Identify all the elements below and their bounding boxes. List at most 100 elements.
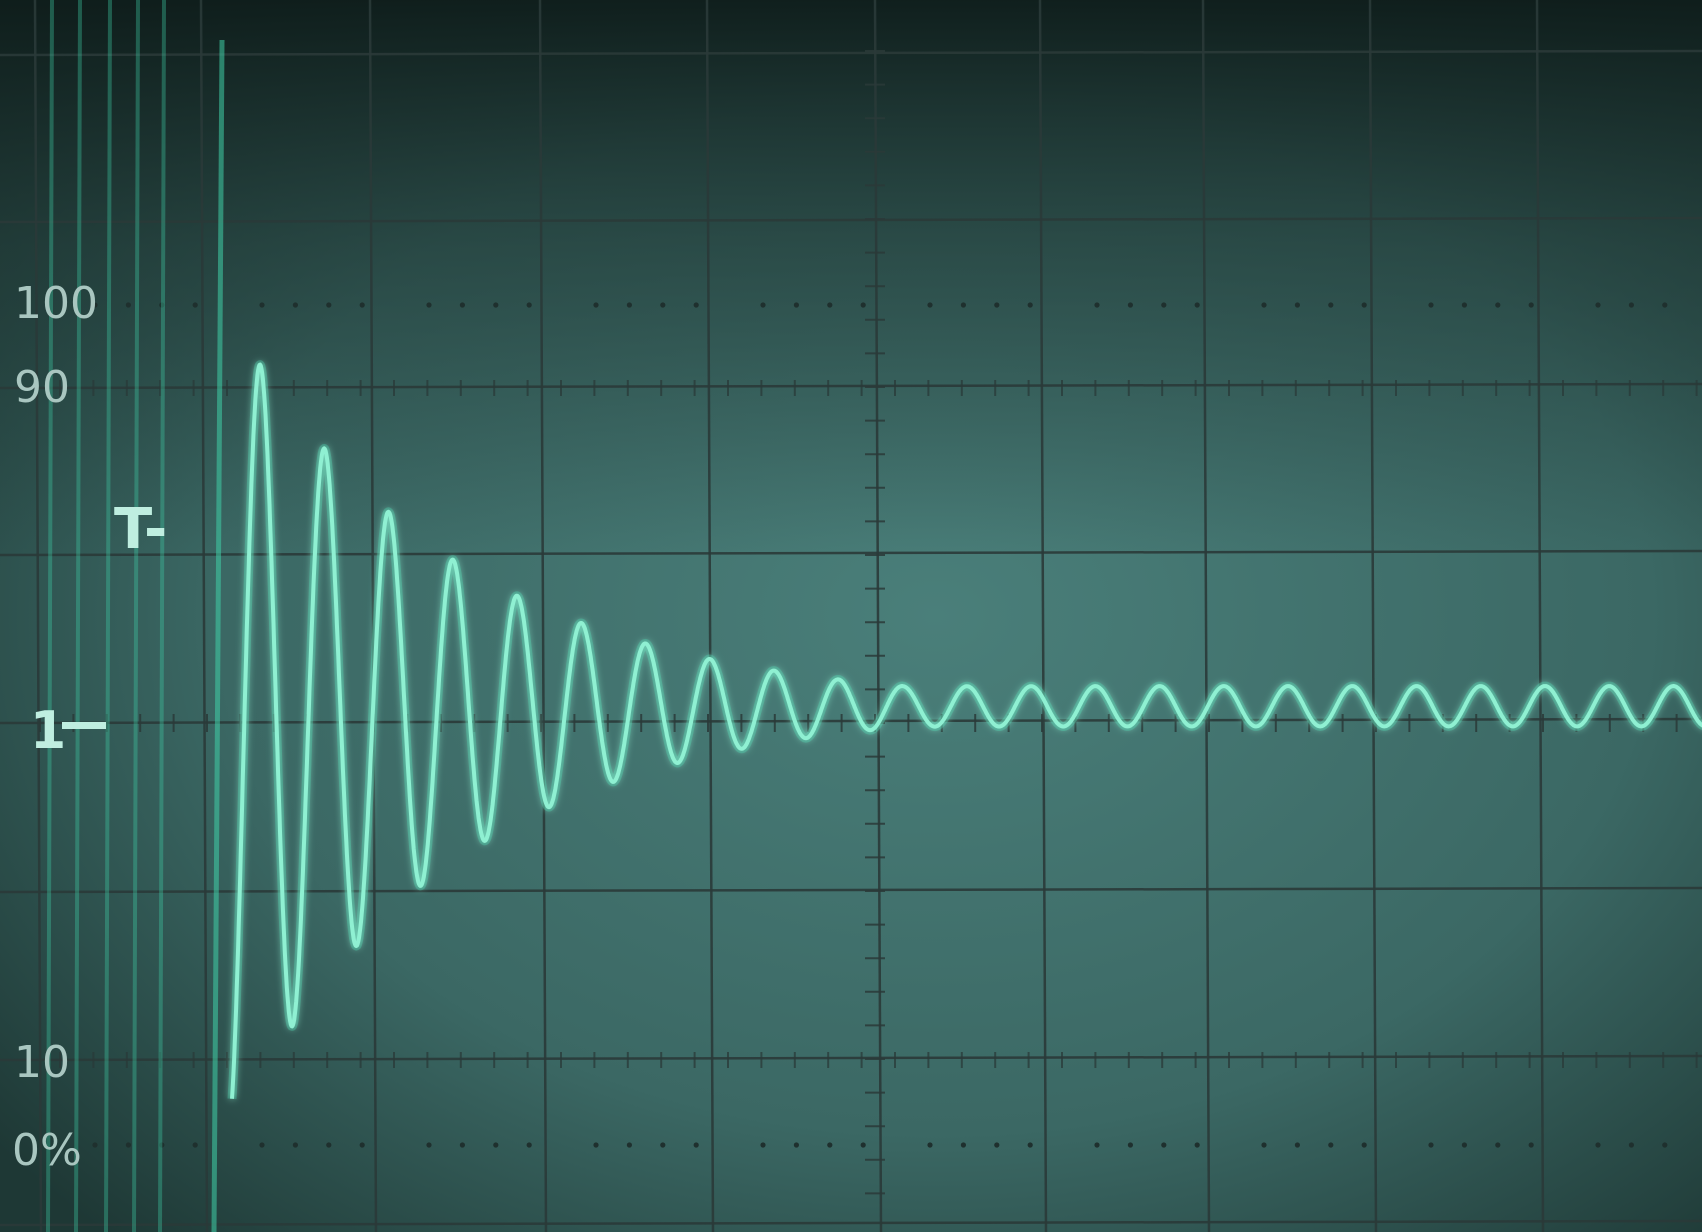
grid-vertical-line	[1368, 0, 1378, 1232]
graticule-dot	[860, 1142, 866, 1148]
graticule-dot	[326, 302, 332, 308]
graticule-dot	[493, 302, 499, 308]
graticule-dot	[693, 1142, 699, 1148]
grid-vertical-line	[33, 0, 43, 1232]
retrace-line	[104, 0, 112, 1232]
grid-horizontal-line	[0, 1054, 1702, 1062]
graticule-dot	[159, 1142, 165, 1148]
graticule-dot	[660, 1142, 666, 1148]
graticule-dot	[760, 302, 766, 308]
graticule-dot	[526, 1142, 532, 1148]
grid-vertical-line	[368, 0, 378, 1232]
graticule-dot	[459, 1142, 465, 1148]
grid-vertical-line	[1535, 0, 1545, 1232]
graticule-dot	[827, 1142, 833, 1148]
graticule-dot	[1261, 302, 1267, 308]
graticule-dot	[1127, 302, 1133, 308]
graticule-dot	[1194, 1142, 1200, 1148]
graticule-dot	[760, 1142, 766, 1148]
graticule-dot	[526, 302, 532, 308]
graticule-dot	[1528, 1142, 1534, 1148]
graticule-dot	[1094, 1142, 1100, 1148]
graticule-dot	[92, 1142, 98, 1148]
graticule-dot	[626, 1142, 633, 1148]
graticule-dot	[793, 302, 800, 308]
graticule-dot	[1261, 1142, 1267, 1148]
graticule-dot	[860, 302, 866, 308]
graticule-dot	[292, 302, 298, 308]
graticule-dot	[459, 302, 465, 308]
graticule-dot	[1161, 302, 1167, 308]
retrace-line	[46, 0, 54, 1232]
graticule-dot	[1662, 1142, 1668, 1148]
graticule-dot	[125, 1142, 131, 1148]
graticule-dot	[1361, 1142, 1367, 1148]
grid-vertical-line	[1201, 0, 1211, 1232]
graticule-dot	[1194, 302, 1200, 308]
graticule-dot	[292, 1142, 298, 1148]
graticule-dot	[593, 1142, 599, 1148]
graticule-dot	[994, 302, 1000, 308]
grid-horizontal-line	[0, 1219, 1702, 1227]
graticule-dot	[927, 302, 933, 308]
graticule-dot	[1662, 302, 1668, 308]
retrace-line	[211, 39, 225, 1232]
graticule-dot	[793, 1142, 800, 1148]
graticule-dot	[326, 1142, 332, 1148]
grid-vertical-line	[873, 0, 883, 1232]
graticule-dots	[92, 302, 1668, 1148]
graticule-dot	[426, 1142, 432, 1148]
graticule-dot	[1027, 302, 1033, 308]
graticule-dot	[593, 302, 599, 308]
graticule-dot	[1461, 1142, 1467, 1148]
marker-0-label: 0%	[12, 1125, 82, 1176]
graticule-dot	[359, 1142, 365, 1148]
retrace-line	[74, 0, 82, 1232]
marker-10-label: 10	[14, 1037, 70, 1088]
channel-1-marker-dash	[62, 722, 106, 729]
graticule-dot	[1495, 1142, 1501, 1148]
graticule-dot	[125, 302, 131, 308]
graticule-dot	[1428, 302, 1434, 308]
grid-horizontal-line	[0, 216, 1702, 224]
graticule-dot	[1528, 302, 1534, 308]
waveform-trace	[230, 362, 1702, 1099]
graticule-dot	[1361, 302, 1367, 308]
graticule-dot	[1161, 1142, 1167, 1148]
retrace-line	[132, 0, 140, 1232]
trigger-marker: T-	[114, 497, 167, 562]
graticule-dot	[192, 302, 198, 308]
marker-90-label: 90	[14, 362, 70, 413]
grid-vertical-line	[705, 0, 715, 1232]
graticule-dot	[1595, 302, 1601, 308]
retrace-lines	[46, 0, 225, 1232]
graticule-dot	[1628, 302, 1634, 308]
graticule-dot	[259, 1142, 265, 1148]
graticule-dot	[1328, 302, 1334, 308]
graticule-dot	[1294, 1142, 1300, 1148]
grid-vertical-line	[538, 0, 548, 1232]
graticule-dot	[827, 302, 833, 308]
grid-vertical-line	[1038, 0, 1048, 1232]
graticule-dot	[159, 302, 165, 308]
grid-horizontal-line	[0, 549, 1702, 557]
marker-100-label: 100	[14, 278, 98, 329]
graticule-dot	[660, 302, 666, 308]
graticule-dot	[359, 302, 365, 308]
graticule-dot	[1027, 1142, 1033, 1148]
graticule-dot	[960, 1142, 967, 1148]
graticule-dot	[1328, 1142, 1334, 1148]
graticule-dot	[1428, 1142, 1434, 1148]
grid-vertical-line	[199, 0, 209, 1232]
graticule-dot	[1127, 1142, 1133, 1148]
graticule-dot	[1628, 1142, 1634, 1148]
grid-horizontal-line	[0, 49, 1702, 57]
graticule-dot	[1094, 302, 1100, 308]
graticule-dot	[1461, 302, 1467, 308]
graticule-dot	[1294, 302, 1300, 308]
grid-horizontal-line	[0, 382, 1702, 390]
graticule-dot	[493, 1142, 499, 1148]
